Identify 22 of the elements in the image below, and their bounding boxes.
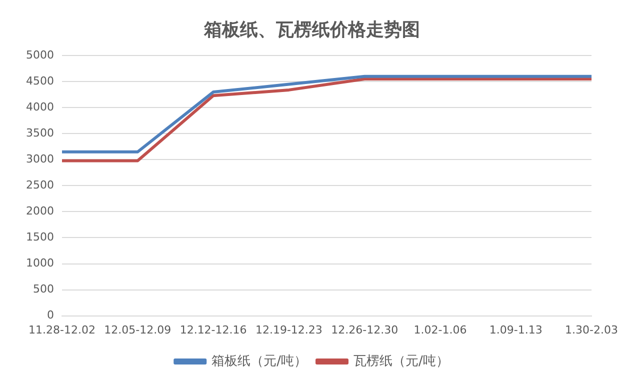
- y-tick-label: 4500: [26, 74, 54, 88]
- y-tick-label: 1500: [26, 230, 54, 244]
- legend-label: 箱板纸（元/吨）: [212, 354, 308, 369]
- x-tick-label: 12.12-12.16: [180, 323, 247, 336]
- chart-title: 箱板纸、瓦楞纸价格走势图: [203, 19, 420, 40]
- x-tick-label: 12.05-12.09: [104, 323, 172, 336]
- legend-label: 瓦楞纸（元/吨）: [354, 354, 449, 369]
- y-tick-label: 3500: [26, 126, 54, 140]
- y-tick-label: 2500: [26, 178, 54, 192]
- y-tick-label: 5000: [26, 48, 54, 62]
- x-tick-label: 12.26-12.30: [331, 323, 398, 336]
- x-tick-label: 1.30-2.03: [565, 323, 618, 336]
- y-tick-label: 500: [32, 282, 54, 296]
- x-tick-label: 1.02-1.06: [414, 323, 467, 336]
- x-tick-label: 12.19-12.23: [255, 323, 322, 336]
- x-tick-label: 11.28-12.02: [28, 323, 96, 336]
- y-tick-label: 2000: [26, 204, 54, 218]
- y-tick-label: 4000: [26, 100, 54, 114]
- y-tick-label: 0: [46, 308, 54, 322]
- x-tick-label: 1.09-1.13: [489, 323, 542, 336]
- y-tick-label: 3000: [26, 152, 54, 166]
- y-tick-label: 1000: [26, 256, 54, 270]
